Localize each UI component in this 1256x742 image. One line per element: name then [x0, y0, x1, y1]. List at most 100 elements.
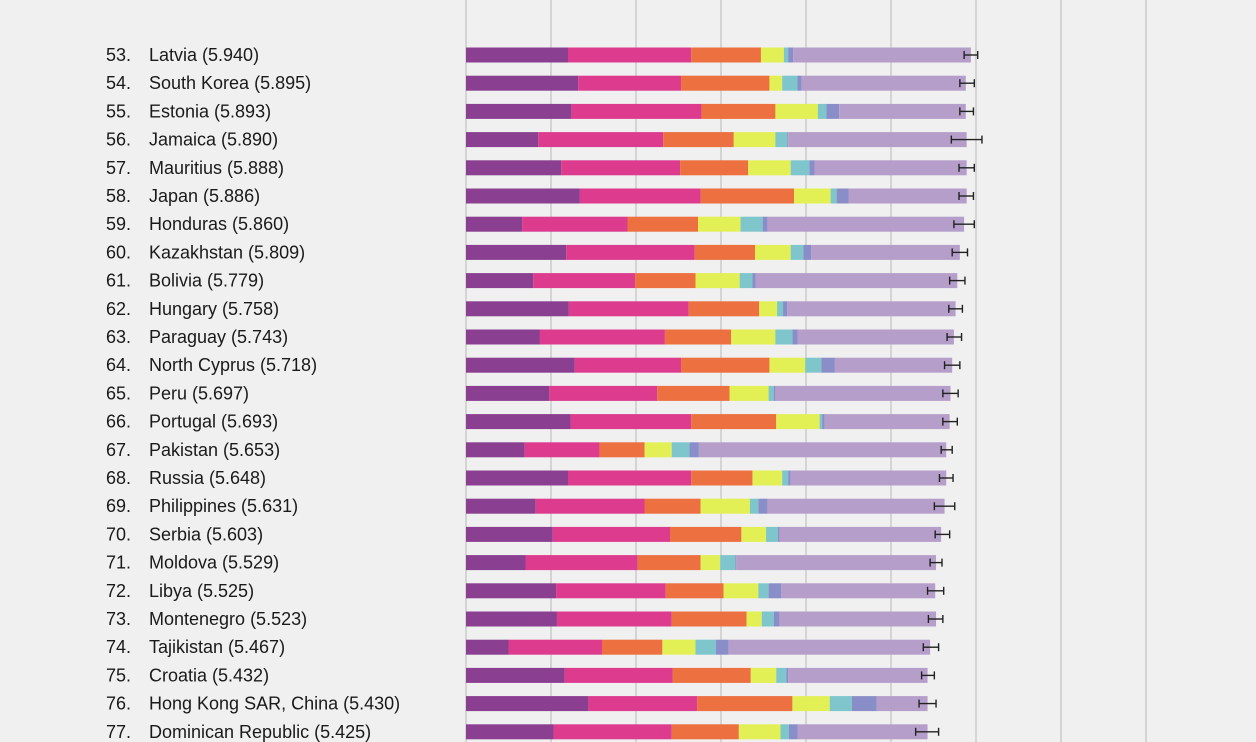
bar-segment	[817, 103, 827, 119]
bar-segment	[662, 639, 696, 655]
bar-segment	[794, 188, 831, 204]
bar-segment	[839, 103, 966, 119]
country-score-label: Kazakhstan (5.809)	[149, 242, 305, 262]
bar-segment	[715, 639, 729, 655]
bar-segment	[781, 583, 936, 599]
bar-segment	[466, 75, 579, 91]
bar-segment	[670, 526, 742, 542]
bar-segment	[809, 160, 815, 176]
bar-segment	[723, 583, 759, 599]
bar-segment	[466, 555, 526, 571]
bar-segment	[769, 75, 783, 91]
bar-segment	[777, 301, 784, 317]
bar-segment	[748, 160, 791, 176]
bar-segment	[775, 329, 793, 345]
rank-label: 60.	[106, 242, 131, 262]
country-score-label: Latvia (5.940)	[149, 45, 259, 65]
bar-segment	[466, 132, 539, 148]
bar-segment	[466, 244, 567, 260]
bar-segment	[671, 442, 690, 458]
bar-segment	[733, 132, 776, 148]
bar-segment	[697, 696, 793, 712]
bar-segment	[466, 47, 568, 63]
bar-segment	[822, 414, 825, 430]
bar-segment	[803, 244, 812, 260]
bar-segment	[671, 724, 739, 740]
bar-segment	[525, 555, 638, 571]
bar-segment	[553, 724, 672, 740]
bar-segment	[672, 667, 751, 683]
bar-segment	[695, 639, 716, 655]
bar-segment	[466, 414, 571, 430]
rank-label: 77.	[106, 722, 131, 742]
bar-segment	[599, 442, 645, 458]
bar-segment	[793, 47, 971, 63]
bar-segment	[466, 301, 569, 317]
country-score-label: North Cyprus (5.718)	[149, 355, 317, 375]
bar-segment	[635, 273, 696, 289]
bar-segment	[568, 470, 692, 486]
bar-segment	[775, 103, 818, 119]
bar-segment	[783, 301, 788, 317]
bar-segment	[561, 160, 681, 176]
bar-segment	[549, 385, 658, 401]
bar-segment	[752, 273, 756, 289]
bar-segment	[665, 583, 724, 599]
rank-label: 56.	[106, 130, 131, 150]
bar-segment	[466, 583, 557, 599]
bar-segment	[782, 75, 798, 91]
bar-segment	[524, 442, 600, 458]
country-score-label: South Korea (5.895)	[149, 73, 311, 93]
bar-segment	[698, 442, 947, 458]
bar-segment	[466, 526, 553, 542]
bar-segment	[792, 696, 830, 712]
bar-segment	[728, 639, 931, 655]
country-score-label: Jamaica (5.890)	[149, 130, 278, 150]
country-score-label: Japan (5.886)	[149, 186, 260, 206]
bar-segment	[824, 414, 950, 430]
bar-segment	[790, 244, 804, 260]
bar-segment	[760, 47, 784, 63]
rank-label: 59.	[106, 214, 131, 234]
bar-segment	[691, 414, 777, 430]
bar-segment	[814, 160, 967, 176]
bar-segment	[783, 47, 789, 63]
bar-segment	[788, 132, 967, 148]
bar-segment	[701, 103, 776, 119]
bar-segment	[466, 470, 568, 486]
bar-segment	[752, 470, 783, 486]
rank-label: 54.	[106, 73, 131, 93]
bar-segment	[664, 329, 732, 345]
bar-segment	[688, 301, 760, 317]
bar-segment	[777, 526, 780, 542]
bar-segment	[746, 611, 762, 627]
bar-segment	[780, 724, 789, 740]
country-score-label: Serbia (5.603)	[149, 524, 263, 544]
rank-label: 57.	[106, 158, 131, 178]
bar-segment	[566, 244, 695, 260]
bar-segment	[644, 442, 672, 458]
country-score-label: Russia (5.648)	[149, 468, 266, 488]
bar-segment	[466, 160, 562, 176]
rank-label: 63.	[106, 327, 131, 347]
country-score-label: Estonia (5.893)	[149, 101, 271, 121]
bar-segment	[689, 442, 699, 458]
rank-label: 69.	[106, 496, 131, 516]
bar-segment	[769, 357, 806, 373]
bar-segment	[797, 329, 954, 345]
bar-segment	[602, 639, 663, 655]
row-labels: 53. Latvia (5.940) 54. South Korea (5.895) 5…	[106, 45, 400, 742]
bar-segment	[466, 357, 575, 373]
bar-segment	[821, 357, 835, 373]
bar-segment	[637, 555, 701, 571]
bar-segment	[776, 414, 820, 430]
rank-label: 71.	[106, 553, 131, 573]
bar-segment	[788, 47, 794, 63]
bar-segment	[700, 188, 795, 204]
bar-segment	[755, 273, 958, 289]
bar-segment	[466, 498, 536, 514]
bar-segment	[574, 357, 682, 373]
bar-segment	[731, 329, 776, 345]
